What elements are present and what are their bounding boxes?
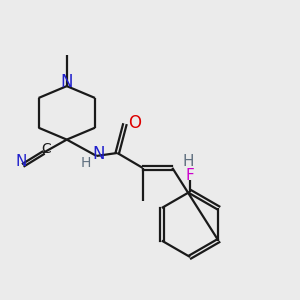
Text: C: C xyxy=(41,142,51,155)
Text: N: N xyxy=(93,145,105,163)
Text: F: F xyxy=(186,168,194,183)
Text: O: O xyxy=(128,114,141,132)
Text: N: N xyxy=(15,154,26,169)
Text: H: H xyxy=(81,156,91,170)
Text: H: H xyxy=(183,154,194,169)
Text: N: N xyxy=(61,73,73,91)
